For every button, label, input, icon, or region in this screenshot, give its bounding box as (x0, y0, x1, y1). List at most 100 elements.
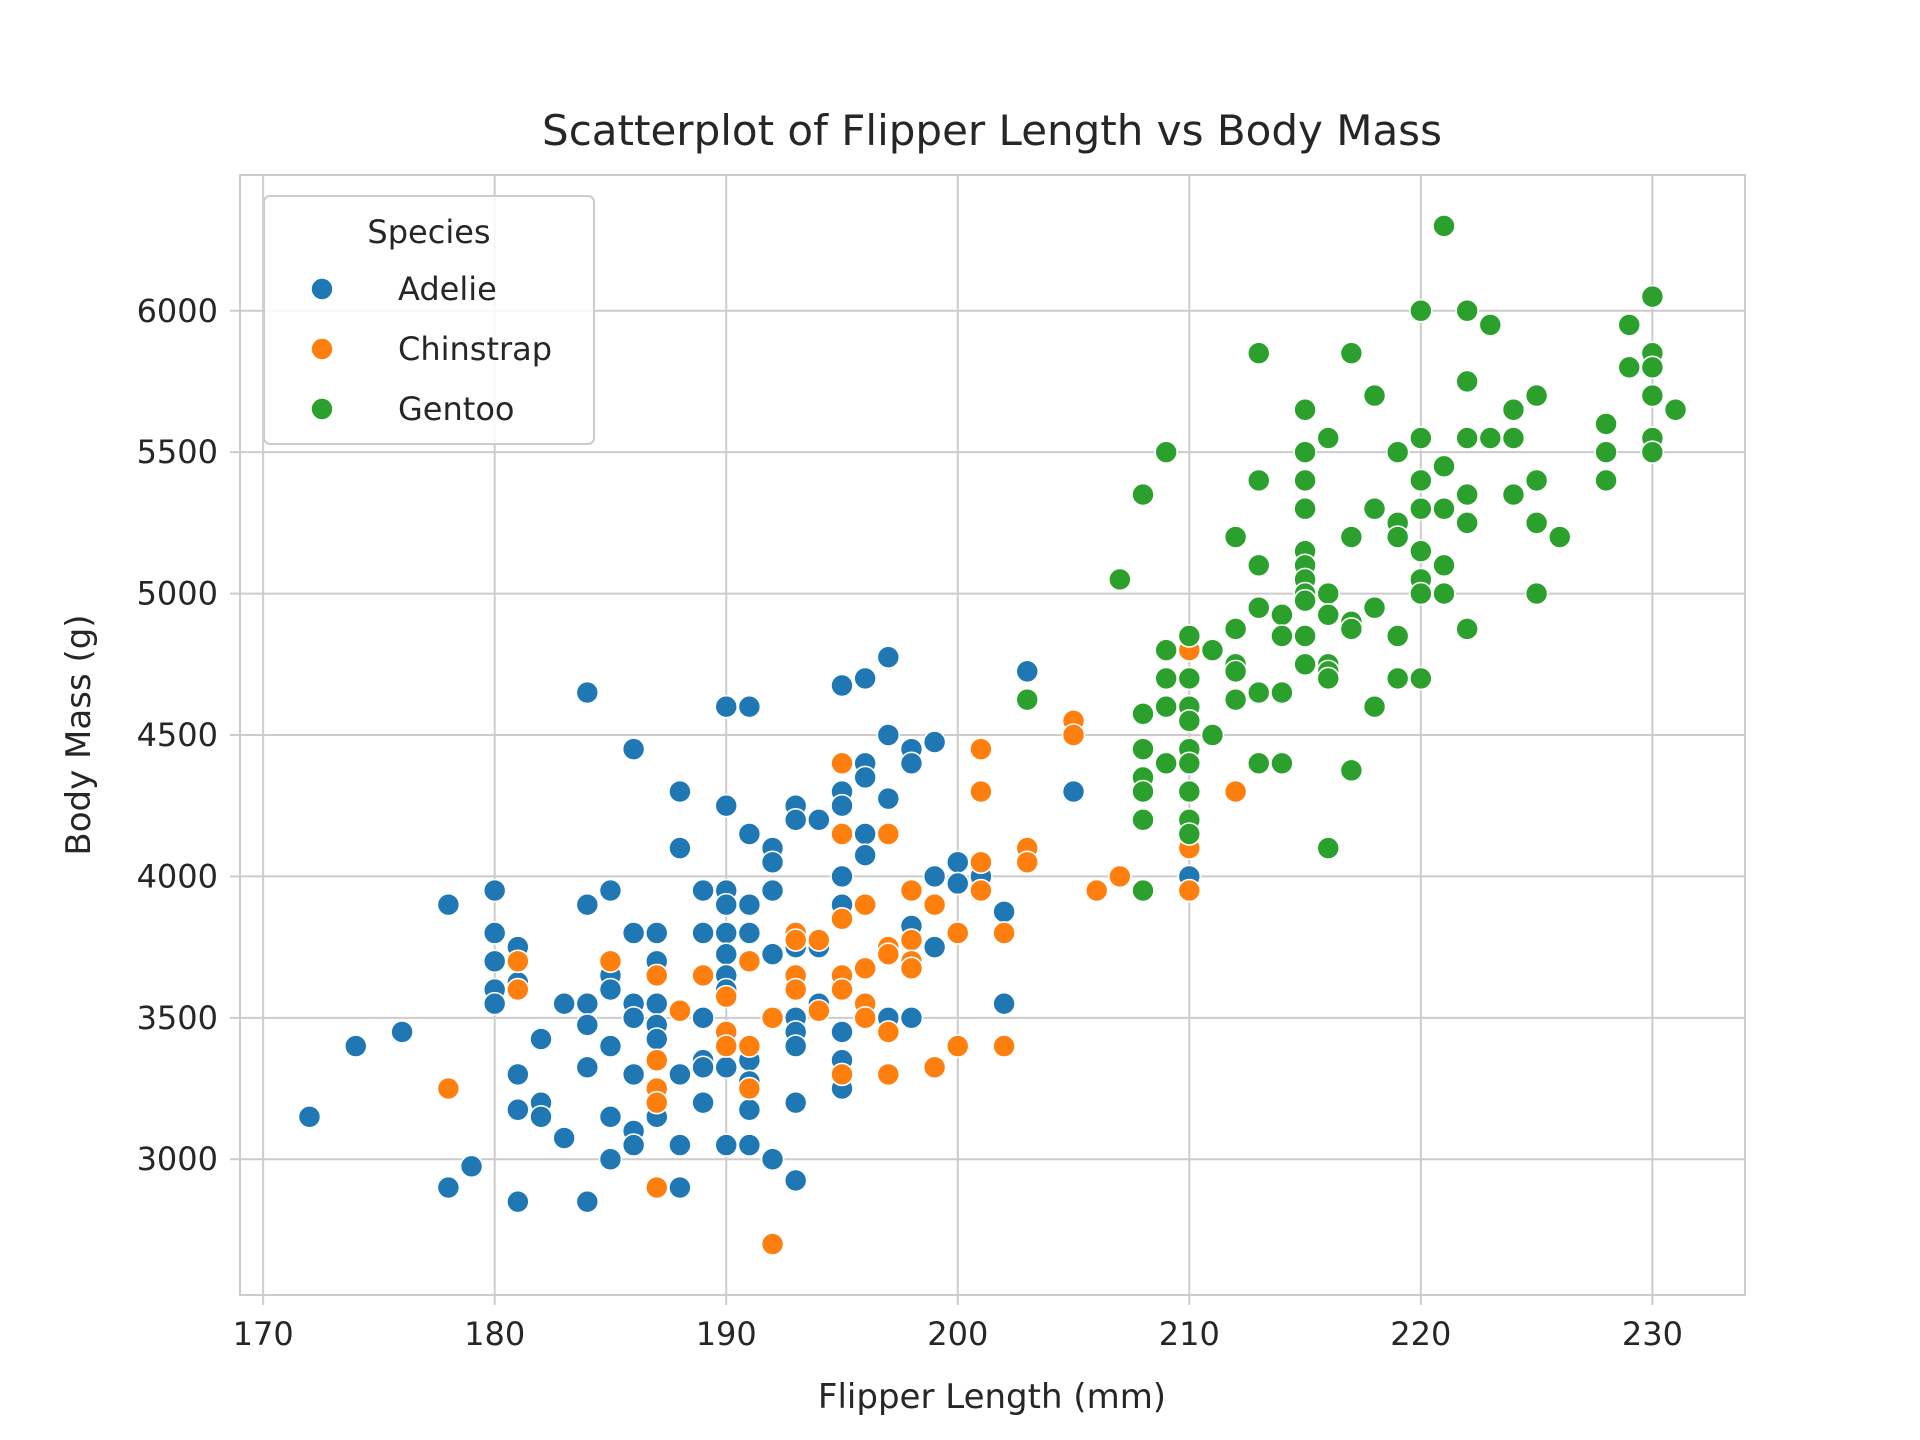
data-point-gentoo (1362, 383, 1387, 408)
data-point-adelie (575, 680, 600, 705)
data-point-adelie (506, 1062, 530, 1087)
data-point-adelie (691, 1055, 715, 1080)
data-point-gentoo (1339, 617, 1364, 641)
data-point-gentoo (1177, 666, 1202, 691)
data-point-gentoo (1385, 525, 1410, 549)
data-point-chinstrap (922, 1055, 947, 1080)
x-tick-label: 220 (1390, 1315, 1451, 1353)
data-point-gentoo (1339, 341, 1364, 365)
data-point-adelie (668, 1133, 692, 1157)
data-point-adelie (737, 822, 762, 846)
legend-marker-adelie (310, 277, 334, 301)
y-tick-label: 3000 (137, 1140, 218, 1178)
data-point-adelie (922, 864, 947, 889)
data-point-adelie (552, 991, 576, 1016)
data-point-gentoo (1293, 496, 1317, 521)
data-point-chinstrap (1084, 878, 1109, 903)
data-point-chinstrap (992, 921, 1016, 945)
data-point-gentoo (1455, 369, 1479, 394)
data-point-adelie (714, 942, 739, 966)
data-point-adelie (644, 921, 669, 945)
y-axis-label: Body Mass (g) (59, 614, 99, 855)
data-point-gentoo (1177, 822, 1202, 846)
data-point-chinstrap (644, 1175, 669, 1200)
data-point-adelie (714, 1055, 739, 1080)
data-point-adelie (482, 878, 507, 903)
data-point-gentoo (1270, 680, 1294, 705)
data-point-adelie (482, 949, 507, 974)
data-point-adelie (714, 793, 739, 818)
data-point-adelie (668, 1062, 692, 1087)
data-point-adelie (621, 737, 646, 761)
data-point-gentoo (1246, 341, 1271, 365)
data-point-gentoo (1293, 440, 1317, 464)
data-point-gentoo (1478, 426, 1503, 450)
y-tick-label: 5000 (137, 575, 218, 613)
data-point-gentoo (1409, 426, 1433, 450)
data-point-chinstrap (945, 921, 970, 945)
data-point-gentoo (1131, 482, 1155, 507)
data-point-gentoo (1409, 666, 1433, 691)
data-point-gentoo (1385, 440, 1410, 464)
x-tick-label: 210 (1159, 1315, 1220, 1353)
y-tick-label: 6000 (137, 292, 218, 330)
y-tick-label: 4000 (137, 857, 218, 895)
data-point-gentoo (1177, 709, 1202, 733)
data-point-chinstrap (969, 850, 993, 875)
data-point-adelie (668, 836, 692, 860)
data-point-adelie (853, 765, 877, 790)
data-point-gentoo (1455, 482, 1479, 507)
data-point-gentoo (1455, 298, 1479, 323)
data-point-gentoo (1246, 595, 1271, 620)
data-point-adelie (691, 1090, 715, 1115)
data-point-adelie (899, 1006, 924, 1030)
data-point-adelie (737, 921, 762, 945)
data-point-adelie (830, 864, 854, 889)
data-point-adelie (621, 1006, 646, 1030)
legend-box (263, 195, 595, 445)
data-point-adelie (482, 921, 507, 945)
data-point-adelie (830, 1020, 854, 1044)
data-point-adelie (853, 843, 877, 868)
data-point-adelie (575, 991, 600, 1016)
data-point-adelie (737, 694, 762, 719)
data-point-chinstrap (436, 1076, 461, 1101)
data-point-adelie (737, 1097, 762, 1122)
data-point-chinstrap (830, 822, 854, 846)
data-point-chinstrap (899, 956, 924, 981)
data-point-chinstrap (737, 1076, 762, 1101)
x-axis-ticks: 170 180 190 200 210 220 230 (233, 1295, 1683, 1353)
data-point-gentoo (1131, 737, 1155, 761)
data-point-gentoo (1246, 751, 1271, 776)
data-point-chinstrap (783, 977, 808, 1002)
data-point-chinstrap (853, 892, 877, 917)
data-point-adelie (343, 1034, 368, 1058)
data-point-adelie (482, 991, 507, 1016)
data-point-gentoo (1501, 397, 1526, 422)
data-point-chinstrap (969, 779, 993, 804)
data-point-gentoo (1223, 525, 1248, 549)
data-point-adelie (714, 892, 739, 917)
data-point-gentoo (1455, 617, 1479, 641)
x-tick-label: 200 (927, 1315, 988, 1353)
data-point-chinstrap (1177, 878, 1202, 903)
legend-label-chinstrap: Chinstrap (398, 330, 552, 368)
data-point-chinstrap (783, 928, 808, 952)
data-point-gentoo (1432, 454, 1456, 479)
data-point-gentoo (1316, 666, 1341, 691)
legend: Species Adelie Chinstrap Gentoo (263, 195, 595, 445)
data-point-chinstrap (714, 984, 739, 1009)
data-point-gentoo (1339, 525, 1364, 549)
data-point-gentoo (1015, 687, 1040, 712)
data-point-gentoo (1200, 723, 1225, 747)
data-point-adelie (436, 892, 461, 917)
data-point-adelie (668, 779, 692, 804)
data-point-gentoo (1409, 298, 1433, 323)
data-point-adelie (830, 673, 854, 698)
data-point-gentoo (1293, 652, 1317, 677)
data-point-gentoo (1663, 397, 1688, 422)
x-axis-label: Flipper Length (mm) (818, 1377, 1166, 1417)
data-point-adelie (598, 977, 623, 1002)
data-point-chinstrap (807, 998, 831, 1023)
data-point-adelie (575, 892, 600, 917)
